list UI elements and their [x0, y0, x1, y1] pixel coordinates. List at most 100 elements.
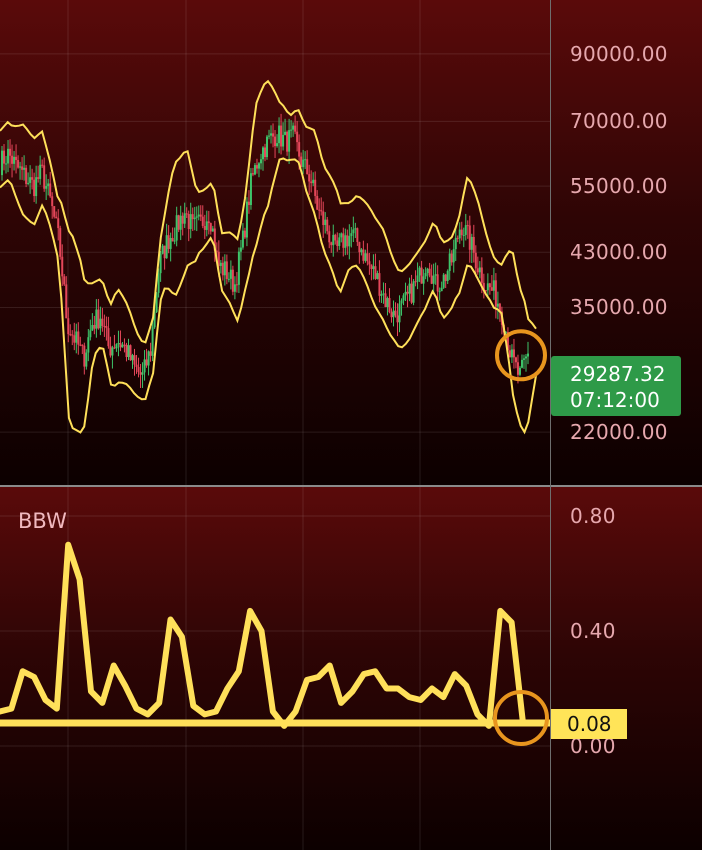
candle-body [494, 280, 497, 307]
candle-body [199, 214, 202, 217]
candle-body [41, 164, 44, 166]
candle-body [352, 229, 355, 234]
candle-body [109, 346, 112, 356]
candle-body [476, 268, 479, 273]
candle-body [446, 270, 449, 282]
candle-body [115, 344, 118, 349]
candle-body [510, 349, 513, 358]
panel-divider[interactable] [0, 485, 702, 487]
candle-body [233, 284, 236, 292]
candle-body [342, 233, 345, 248]
last-price-value: 29287.32 [570, 362, 666, 386]
candle-body [376, 273, 379, 279]
candle-body [133, 355, 136, 365]
candle-body [51, 196, 54, 207]
candle-body [504, 332, 507, 334]
candle-body [450, 253, 453, 263]
candle-body [197, 214, 200, 217]
candle-body [105, 326, 108, 329]
candle-body [344, 235, 347, 248]
bbw-value-badge: 0.08 [551, 709, 627, 739]
candle-body [348, 236, 351, 247]
candle-body [512, 349, 515, 358]
candle-body [490, 287, 493, 291]
candle-body [259, 159, 262, 164]
candle-body [362, 249, 365, 261]
candle-body [243, 230, 246, 238]
candle-body [175, 215, 178, 241]
price-tick-label: 70000.00 [570, 109, 668, 134]
candle-body [332, 234, 335, 246]
candle-body [492, 280, 495, 291]
candle-body [167, 235, 170, 249]
candle-body [444, 274, 447, 282]
candle-body [300, 156, 303, 168]
candle-body [388, 298, 391, 313]
candle-body [368, 261, 371, 265]
candle-body [288, 130, 291, 152]
candle-body [235, 284, 238, 286]
candle-body [320, 210, 323, 212]
candle-body [416, 275, 419, 282]
candle-body [384, 293, 387, 308]
candle-body [1, 150, 4, 176]
candle-body [3, 150, 6, 164]
candle-body [292, 125, 295, 130]
bbw-tick-label: 0.40 [570, 619, 616, 643]
candles [1, 113, 529, 389]
candle-body [127, 345, 130, 358]
grid-lines [0, 0, 550, 850]
candle-body [53, 206, 56, 217]
upper-band [0, 79, 537, 344]
candle-body [506, 332, 509, 351]
candle-body [370, 264, 373, 269]
candle-body [358, 242, 361, 253]
candle-body [65, 284, 68, 319]
candle-body [261, 147, 264, 160]
candle-body [280, 125, 283, 147]
candle-body [330, 242, 333, 246]
candle-body [278, 125, 281, 144]
candle-body [364, 253, 367, 261]
candle-body [81, 344, 84, 346]
price-tick-label: 90000.00 [570, 41, 668, 66]
candle-body [103, 325, 106, 327]
candle-body [181, 215, 184, 224]
candle-body [83, 345, 86, 367]
candle-body [282, 134, 285, 147]
candle-body [91, 325, 94, 331]
candle-body [400, 300, 403, 304]
highlight-markers [493, 329, 549, 746]
candle-body [25, 167, 28, 184]
candle-body [203, 225, 206, 230]
candle-countdown: 07:12:00 [570, 388, 660, 412]
candle-body [213, 228, 216, 251]
candle-body [424, 273, 427, 277]
bbw-series-line [0, 541, 526, 729]
candle-body [101, 318, 104, 326]
candle-body [189, 214, 192, 230]
candle-body [143, 359, 146, 373]
candle-body [159, 253, 162, 274]
last-price-badge: 29287.32 07:12:00 [551, 356, 681, 416]
candle-body [15, 156, 18, 161]
candle-body [117, 343, 120, 345]
candle-body [334, 234, 337, 241]
candle-body [27, 182, 30, 184]
candle-body [31, 177, 34, 180]
candle-body [396, 315, 399, 323]
candle-body [354, 228, 357, 230]
candle-body [37, 177, 40, 179]
candle-body [95, 309, 98, 329]
candle-body [71, 334, 74, 336]
candle-body [93, 325, 96, 329]
candle-body [442, 274, 445, 288]
candle-body [255, 165, 258, 169]
bbw-highlight-circle [493, 690, 549, 746]
bbw-indicator-title: BBW [18, 509, 67, 533]
bbw-tick-label: 0.80 [570, 504, 616, 528]
candle-body [35, 177, 38, 197]
candle-body [137, 366, 140, 373]
candle-body [480, 267, 483, 283]
